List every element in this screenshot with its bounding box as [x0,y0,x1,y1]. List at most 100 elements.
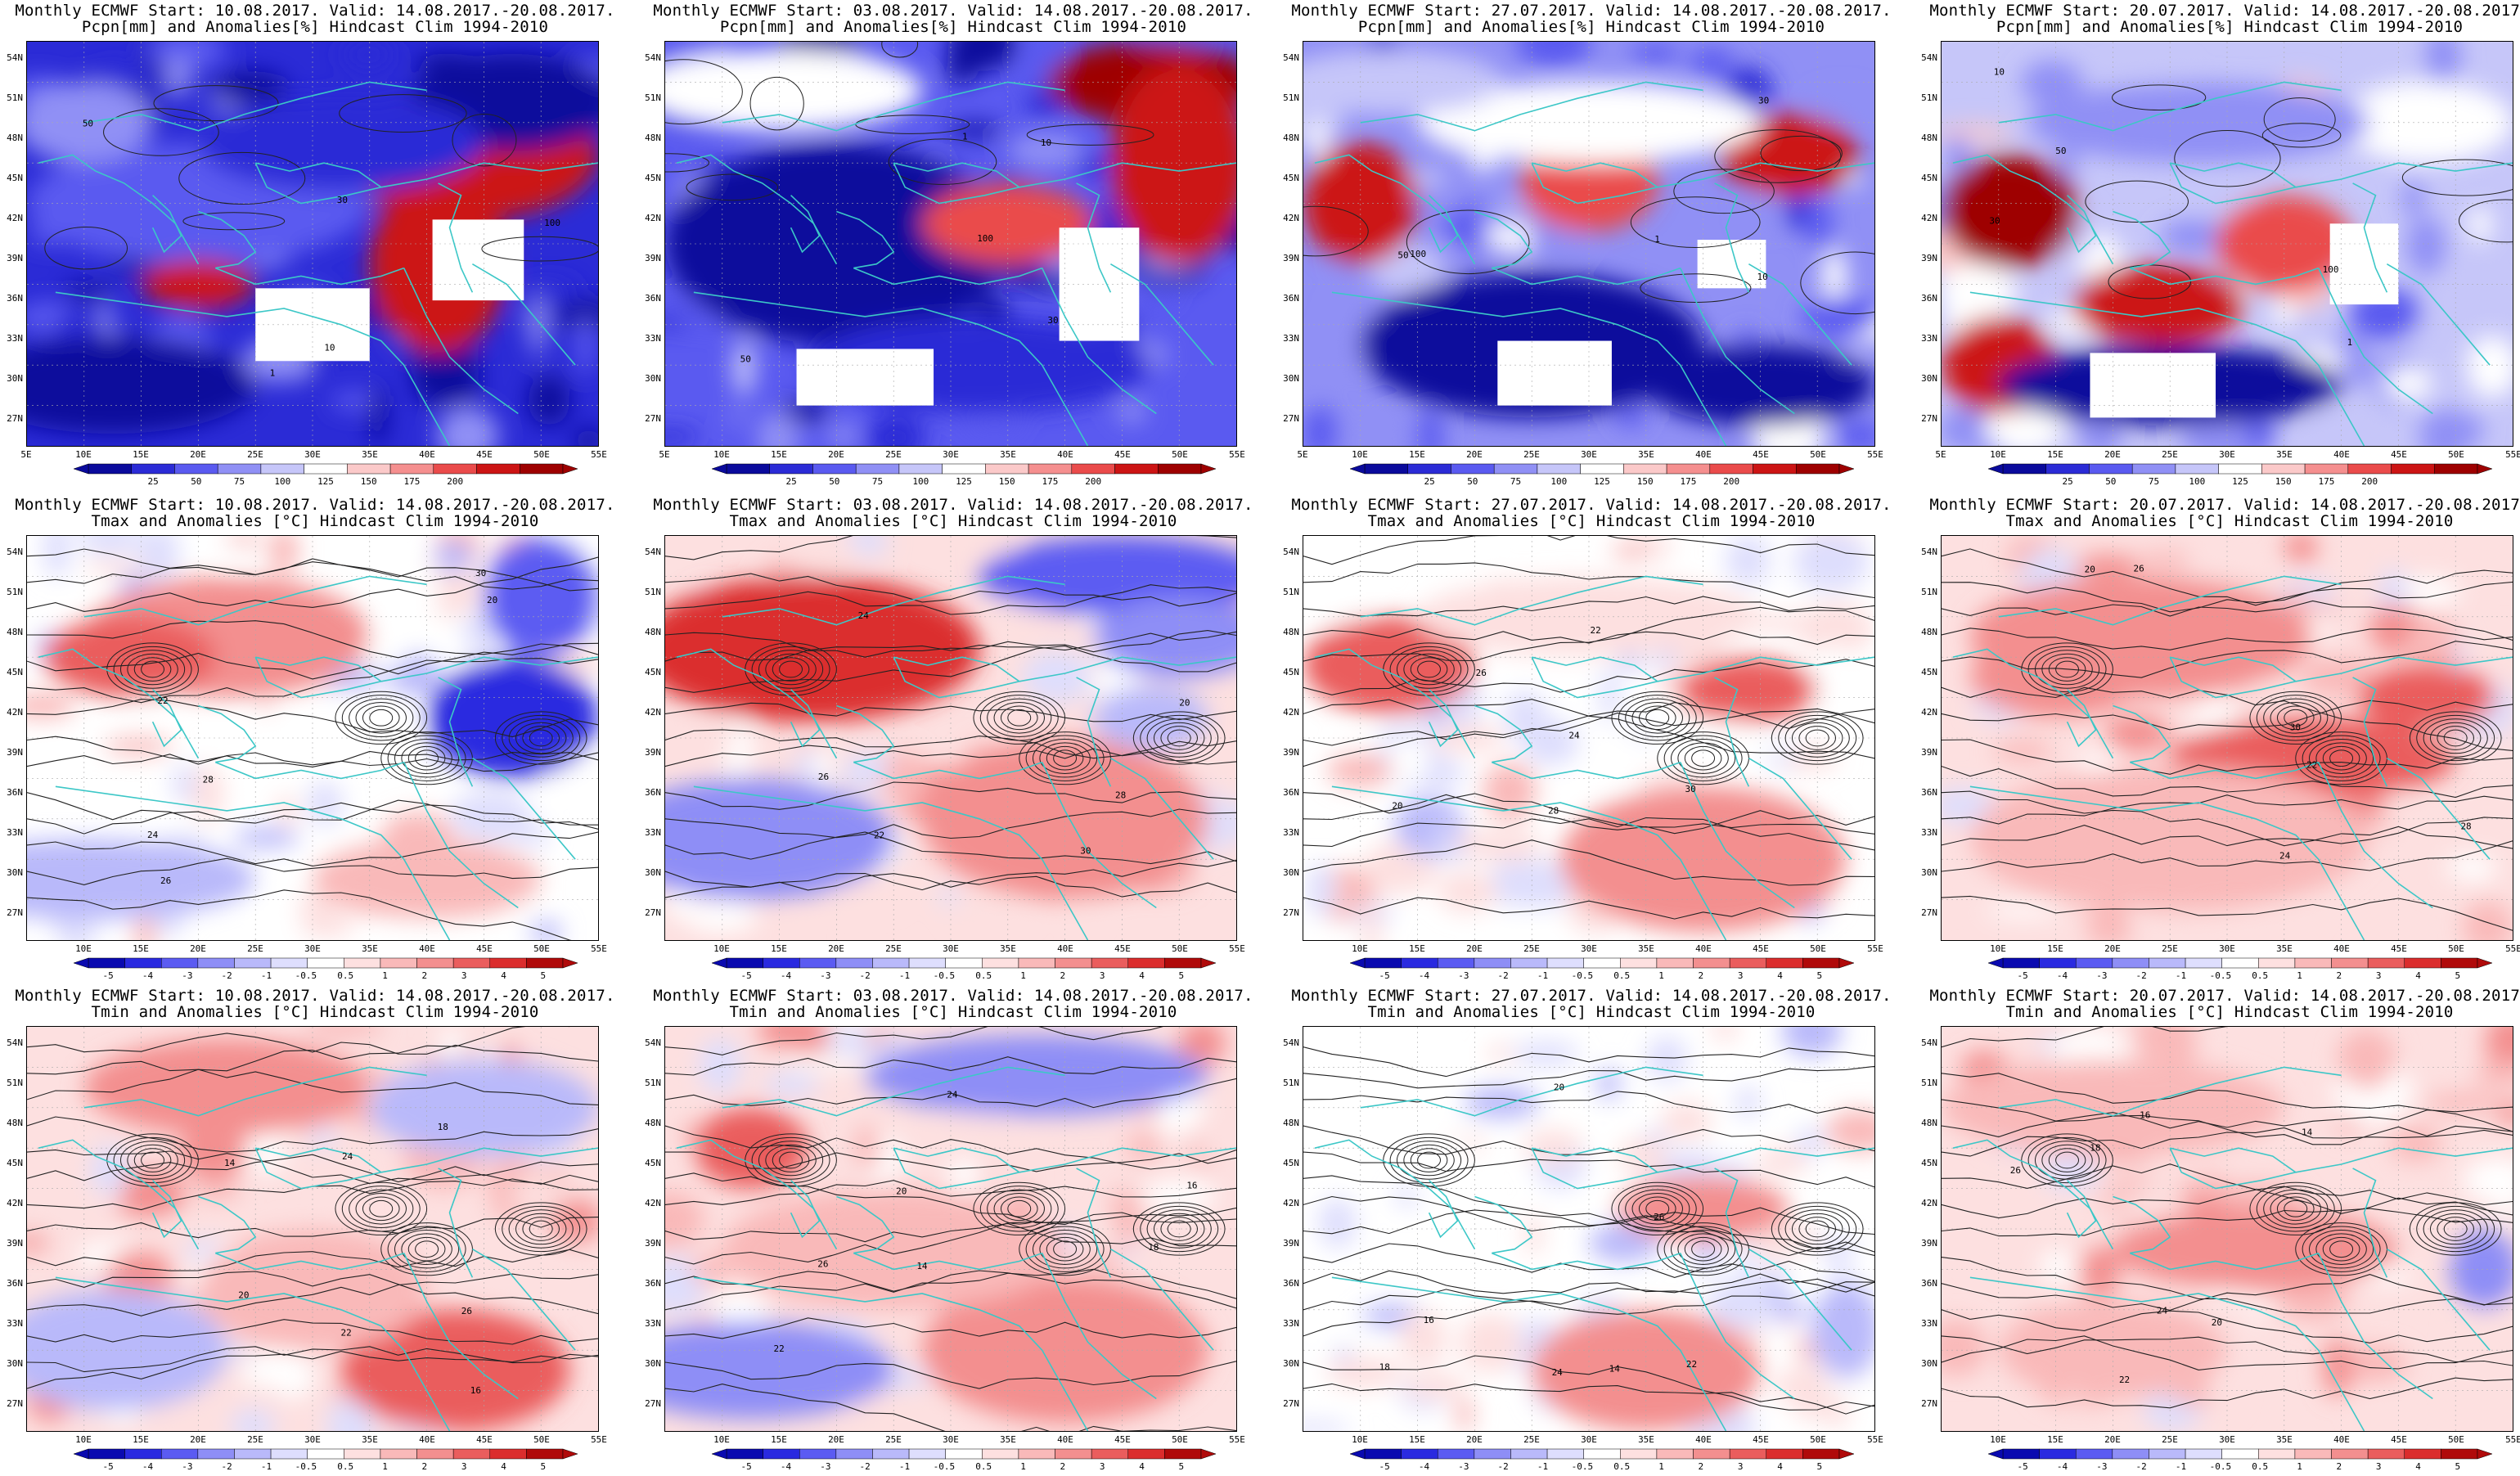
colorbar-label: 0.5 [337,1461,354,1472]
colorbar-segment [2258,957,2296,969]
lon-tick-label: 50E [1172,1434,1188,1445]
colorbar-label: 150 [1636,476,1654,487]
colorbar-segment [2045,463,2090,475]
terrain-contour [494,1202,587,1256]
lat-tick-label: 30N [1283,1358,1299,1369]
coastline [2129,267,2319,286]
terrain-contour [979,1186,1059,1232]
precip-contour [1406,209,1530,275]
anomaly-patch [340,42,397,73]
anomaly-patch [1984,903,2063,918]
anomaly-patch [1600,664,1619,724]
anomaly-patch [83,1038,370,1136]
colorbar-segment [1451,463,1495,475]
colorbar-segment [2002,957,2040,969]
colorbar-segment [1127,957,1165,969]
colorbar-left-arrow [1987,463,2004,475]
colorbar-label: -5 [2017,970,2028,981]
coastline [2317,268,2433,415]
contour-label: 14 [224,1158,236,1168]
lat-tick-label: 48N [7,133,23,143]
colorbar-label: -2 [221,1461,232,1472]
anomaly-patch [2468,207,2491,244]
panel-title-line2: Pcpn[mm] and Anomalies[%] Hindcast Clim … [81,18,549,36]
terrain-contour [362,705,400,731]
panel-title-line1: Monthly ECMWF Start: 20.07.2017. Valid: … [1929,496,2520,514]
anomaly-patch [528,374,570,426]
terrain-contour [1140,714,1219,762]
colorbar-segment [1796,463,1840,475]
colorbar-segment [131,463,175,475]
lon-tick-label: 15E [771,449,787,460]
terrain-contour [1000,1196,1038,1222]
anomaly-patch [2420,408,2468,446]
terrain-contour [1677,742,1729,774]
terrain-contour [1396,650,1462,689]
map-plot-area: 20 22 24 26 28 30 [26,535,599,941]
lat-tick-label: 45N [1283,667,1299,677]
terrain-contour [335,691,428,745]
lon-tick-label: 15E [2047,449,2063,460]
terrain-contour [2263,698,2329,738]
isotherm-contour [1942,628,2513,650]
terrain-contour [133,657,172,682]
precip-contour [2458,199,2513,243]
lat-tick-label: 54N [1283,547,1299,557]
precip-contour [881,42,919,58]
terrain-contour [765,1144,817,1177]
anomaly-patch [2021,60,2083,107]
lat-tick-label: 51N [7,1078,23,1088]
colorbar-label: 5 [2455,1461,2461,1472]
colorbar-label: 5 [1816,1461,1823,1472]
contour-label: 28 [1115,790,1126,800]
terrain-contour [1778,1205,1857,1253]
lon-tick-label: 40E [419,943,435,954]
terrain-contour [1417,660,1442,678]
lon-tick-label: 25E [885,449,902,460]
lat-tick-label: 45N [645,667,661,677]
terrain-contour [401,1233,452,1265]
lat-tick-label: 33N [645,1318,661,1329]
contour-label: 100 [2323,264,2339,275]
map-panel-8: Monthly ECMWF Start: 20.07.2017. Valid: … [1915,494,2520,985]
isotherm-contour [1942,895,2513,931]
lon-tick-label: 10E [75,943,92,954]
colorbar-left-arrow [1987,957,2004,969]
lat-tick-label: 39N [645,1238,661,1249]
isotherm-contour [27,1069,598,1105]
colorbar-label: 2 [1698,1461,1704,1472]
terrain-contour [2329,749,2354,767]
anomaly-patch [138,536,179,583]
colorbar-label: -3 [182,970,193,981]
lon-tick-label: 30E [2219,449,2235,460]
anomaly-patch [665,778,894,900]
coastline [1748,758,1852,860]
isotherm-contour [1303,1243,1874,1282]
lat-tick-label: 51N [1283,587,1299,597]
colorbar-right-arrow [1200,463,1217,475]
colorbar-right-arrow [1838,957,1855,969]
isotherm-contour [665,630,1236,658]
coastline [38,648,200,759]
lon-tick-label: 35E [362,449,378,460]
contour-label: 30 [337,195,348,205]
anomaly-patch [1403,1371,1469,1401]
isotherm-contour [665,584,1236,615]
lat-tick-label: 51N [645,587,661,597]
anomaly-patch [938,887,959,906]
contour-label: 16 [470,1385,481,1396]
isotherm-contour [1942,641,2513,678]
anomaly-patch [27,1183,74,1242]
contour-label: 1 [962,131,968,142]
isotherm-contour [1303,1355,1874,1411]
lat-tick-label: 30N [7,373,23,384]
anomaly-map-svg: 20 22 24 26 28 30 [27,536,598,940]
precip-contour [1303,205,1369,257]
coastline [380,162,598,188]
terrain-contour [522,1217,560,1241]
lat-tick-label: 33N [645,333,661,344]
anomaly-patch [866,414,926,446]
anomaly-patch [1438,871,1498,913]
colorbar-left-arrow [711,463,727,475]
map-panel-3: Monthly ECMWF Start: 27.07.2017. Valid: … [1276,0,1906,491]
